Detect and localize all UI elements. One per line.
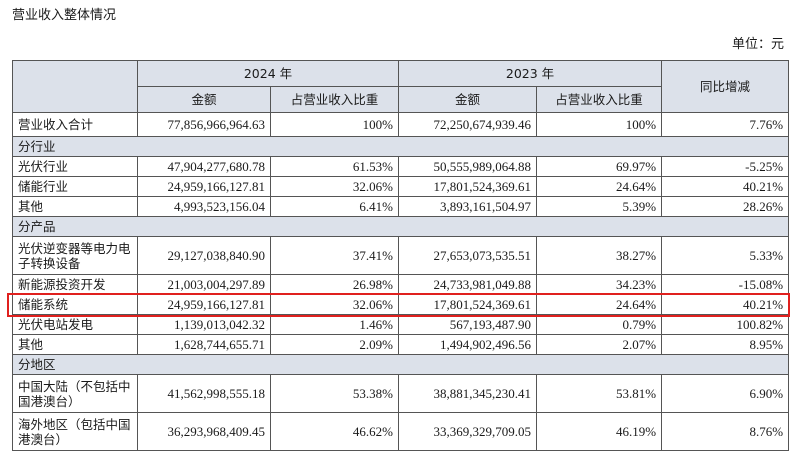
ratio-2024-header: 占营业收入比重 <box>269 86 400 113</box>
yoy-cell: 6.90% <box>661 374 790 413</box>
row-label: 其他 <box>12 196 138 217</box>
ratio-2023-cell: 46.19% <box>536 412 663 451</box>
yoy-cell: 5.33% <box>661 236 790 275</box>
row-label: 中国大陆（不包括中国港澳台） <box>12 374 138 413</box>
amount-2024-cell: 77,856,966,964.63 <box>137 112 271 137</box>
yoy-cell: 7.76% <box>661 112 790 137</box>
section-label: 分地区 <box>11 354 790 375</box>
section-label: 分行业 <box>11 136 790 157</box>
amount-2024-cell: 41,562,998,555.18 <box>137 374 271 413</box>
ratio-2023-cell: 69.97% <box>536 156 663 177</box>
section-row-region: 分地区 <box>11 354 790 375</box>
section-label: 分产品 <box>11 216 790 237</box>
yoy-header: 同比增减 <box>661 60 790 113</box>
amount-2023-cell: 1,494,902,496.56 <box>398 334 538 355</box>
ratio-2023-cell: 53.81% <box>536 374 663 413</box>
amount-2023-cell: 27,653,073,535.51 <box>398 236 538 275</box>
ratio-2024-cell: 53.38% <box>269 374 400 413</box>
ratio-2024-cell: 100% <box>269 112 400 137</box>
ratio-2024-cell: 26.98% <box>269 274 400 295</box>
row-label: 储能行业 <box>12 176 138 197</box>
amount-2024-cell: 29,127,038,840.90 <box>137 236 271 275</box>
ratio-2024-cell: 37.41% <box>269 236 400 275</box>
amount-2024-header: 金额 <box>137 86 271 113</box>
amount-2024-cell: 47,904,277,680.78 <box>137 156 271 177</box>
row-label: 其他 <box>12 334 138 355</box>
yoy-cell: -5.25% <box>661 156 790 177</box>
revenue-table: 2024 年 2023 年 同比增减 金额 占营业收入比重 金额 占营业收入比重… <box>11 60 790 451</box>
yoy-cell: 40.21% <box>661 176 790 197</box>
amount-2023-cell: 50,555,989,064.88 <box>398 156 538 177</box>
row-label: 光伏逆变器等电力电子转换设备 <box>12 236 138 275</box>
amount-2024-cell: 21,003,004,297.89 <box>137 274 271 295</box>
amount-2023-cell: 33,369,329,709.05 <box>398 412 538 451</box>
ratio-2024-cell: 32.06% <box>269 176 400 197</box>
table-row: 其他 1,628,744,655.71 2.09% 1,494,902,496.… <box>12 334 790 355</box>
yoy-cell: 8.76% <box>661 412 790 451</box>
amount-2023-cell: 3,893,161,504.97 <box>398 196 538 217</box>
yoy-cell: 8.95% <box>661 334 790 355</box>
ratio-2024-cell: 46.62% <box>269 412 400 451</box>
amount-2023-cell: 72,250,674,939.46 <box>398 112 538 137</box>
ratio-2023-cell: 100% <box>536 112 663 137</box>
row-label: 储能系统 <box>12 294 138 315</box>
amount-2023-cell: 17,801,524,369.61 <box>398 294 538 315</box>
year-2023-header: 2023 年 <box>398 60 663 87</box>
section-row-product: 分产品 <box>11 216 790 237</box>
ratio-2023-cell: 24.64% <box>536 176 663 197</box>
ratio-2023-cell: 34.23% <box>536 274 663 295</box>
row-label: 营业收入合计 <box>12 112 138 137</box>
table-row-highlighted: 储能系统 24,959,166,127.81 32.06% 17,801,524… <box>12 294 790 315</box>
amount-2024-cell: 24,959,166,127.81 <box>137 176 271 197</box>
ratio-2023-cell: 38.27% <box>536 236 663 275</box>
page-title: 营业收入整体情况 <box>12 8 117 23</box>
table-row: 光伏电站发电 1,139,013,042.32 1.46% 567,193,48… <box>12 314 790 335</box>
year-2024-header: 2024 年 <box>136 60 400 87</box>
ratio-2024-cell: 32.06% <box>269 294 400 315</box>
table-row: 中国大陆（不包括中国港澳台） 41,562,998,555.18 53.38% … <box>12 374 790 413</box>
table-row: 其他 4,993,523,156.04 6.41% 3,893,161,504.… <box>12 196 790 217</box>
amount-2024-cell: 4,993,523,156.04 <box>137 196 271 217</box>
ratio-2024-cell: 61.53% <box>269 156 400 177</box>
amount-2023-cell: 24,733,981,049.88 <box>398 274 538 295</box>
row-label: 光伏电站发电 <box>12 314 138 335</box>
unit-label: 单位：元 <box>731 37 784 52</box>
row-label: 新能源投资开发 <box>12 274 138 295</box>
table-row: 海外地区（包括中国港澳台） 36,293,968,409.45 46.62% 3… <box>12 412 790 451</box>
row-label: 光伏行业 <box>12 156 138 177</box>
section-row-industry: 分行业 <box>11 136 790 157</box>
row-label: 海外地区（包括中国港澳台） <box>12 412 138 451</box>
ratio-2023-cell: 5.39% <box>536 196 663 217</box>
yoy-cell: 100.82% <box>661 314 790 335</box>
ratio-2023-cell: 0.79% <box>536 314 663 335</box>
ratio-2023-cell: 2.07% <box>536 334 663 355</box>
yoy-cell: 40.21% <box>661 294 790 315</box>
ratio-2024-cell: 6.41% <box>269 196 400 217</box>
yoy-cell: -15.08% <box>661 274 790 295</box>
amount-2023-cell: 38,881,345,230.41 <box>398 374 538 413</box>
ratio-2024-cell: 2.09% <box>269 334 400 355</box>
ratio-2023-cell: 24.64% <box>536 294 663 315</box>
table-row: 储能行业 24,959,166,127.81 32.06% 17,801,524… <box>12 176 790 197</box>
ratio-2023-header: 占营业收入比重 <box>536 86 663 113</box>
amount-2023-header: 金额 <box>398 86 538 113</box>
amount-2024-cell: 36,293,968,409.45 <box>137 412 271 451</box>
amount-2023-cell: 567,193,487.90 <box>398 314 538 335</box>
amount-2024-cell: 24,959,166,127.81 <box>137 294 271 315</box>
table-row: 光伏逆变器等电力电子转换设备 29,127,038,840.90 37.41% … <box>12 236 790 275</box>
table-row-total: 营业收入合计 77,856,966,964.63 100% 72,250,674… <box>12 112 790 137</box>
corner-header-cell <box>12 60 138 113</box>
amount-2024-cell: 1,139,013,042.32 <box>137 314 271 335</box>
ratio-2024-cell: 1.46% <box>269 314 400 335</box>
table-row: 光伏行业 47,904,277,680.78 61.53% 50,555,989… <box>12 156 790 177</box>
table-row: 新能源投资开发 21,003,004,297.89 26.98% 24,733,… <box>12 274 790 295</box>
amount-2023-cell: 17,801,524,369.61 <box>398 176 538 197</box>
amount-2024-cell: 1,628,744,655.71 <box>137 334 271 355</box>
yoy-cell: 28.26% <box>661 196 790 217</box>
